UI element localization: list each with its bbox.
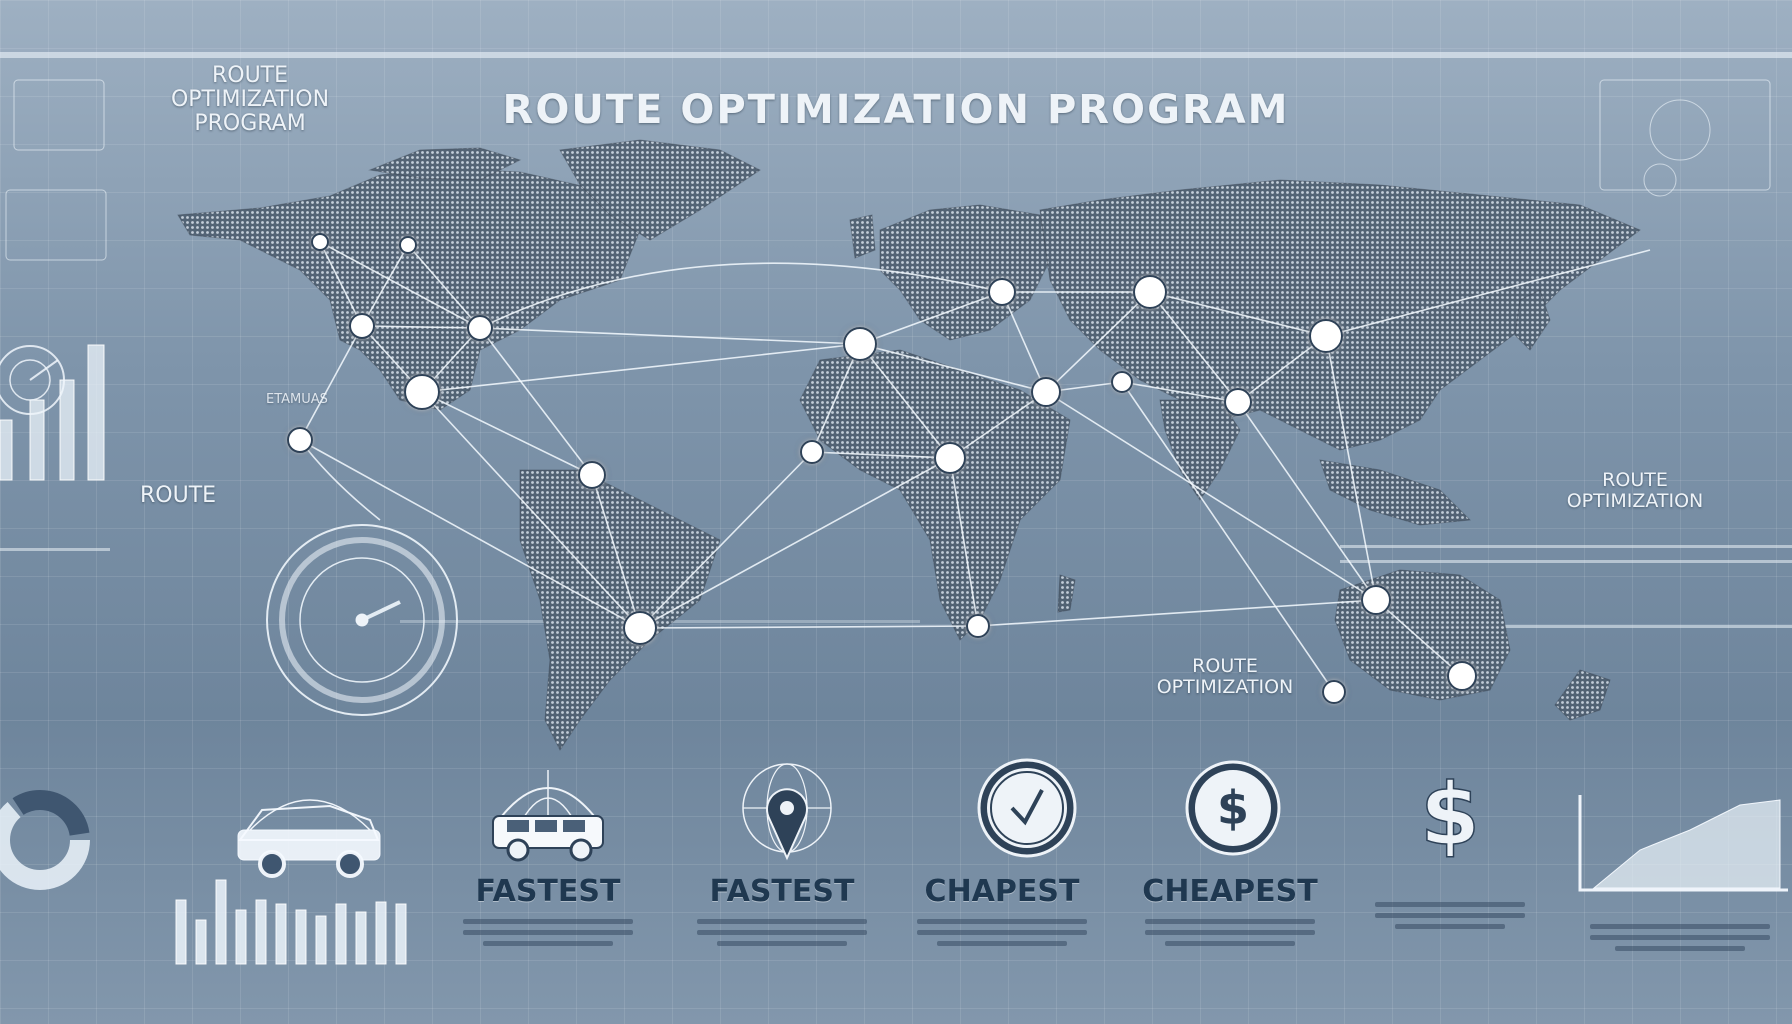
decor-panel	[5, 79, 107, 261]
feature-label: FASTEST	[475, 874, 621, 909]
australia-shape	[1334, 569, 1511, 701]
feature-fastest-vehicle[interactable]: FASTEST	[438, 758, 658, 952]
top-divider	[0, 52, 1792, 58]
decor-stripe	[1340, 625, 1792, 628]
decor-description-lines	[1580, 918, 1780, 957]
svg-text:$: $	[1420, 765, 1480, 865]
india-shape	[1159, 399, 1241, 501]
network-node	[287, 233, 1477, 704]
vehicle-globe-icon	[492, 770, 604, 862]
dollar-sign-icon: $	[1419, 764, 1480, 866]
speed-gauge-icon	[266, 524, 458, 716]
greenland-shape	[559, 139, 761, 241]
feature-label: FASTEST	[709, 874, 855, 909]
feature-description-lines	[672, 919, 892, 946]
clock-check-icon	[977, 758, 1077, 858]
southeast-asia-shape	[1319, 459, 1472, 526]
decor-stripe	[1340, 560, 1792, 563]
uk-shape	[849, 214, 876, 259]
radar-icon	[0, 345, 65, 415]
south-america-shape	[519, 469, 721, 751]
route-lines	[299, 241, 1651, 693]
bottom-bar-chart	[175, 879, 407, 965]
decor-stripe	[0, 548, 110, 551]
feature-label: CHEAPEST	[1142, 874, 1318, 909]
route-nodes	[287, 233, 1477, 704]
japan-shape	[1514, 289, 1551, 351]
feature-description-lines	[1340, 902, 1560, 929]
feature-label: CHAPEST	[924, 874, 1080, 909]
dollar-circle-icon: $	[1185, 760, 1281, 856]
area-chart-icon	[1578, 795, 1788, 892]
feature-cheapest-clock[interactable]: CHAPEST	[892, 758, 1112, 952]
feature-fastest-location[interactable]: FASTEST	[672, 758, 892, 952]
location-pin-icon	[742, 763, 832, 861]
decor-stripe	[1340, 545, 1792, 548]
madagascar-shape	[1057, 574, 1076, 613]
page-title: ROUTE OPTIMIZATION PROGRAM	[502, 86, 1290, 133]
car-icon	[237, 799, 381, 878]
feature-cheapest-dollar[interactable]: $ CHEAPEST	[1120, 758, 1340, 952]
mid-route-label: ROUTE OPTIMIZATION	[1156, 655, 1294, 698]
feature-description-lines	[1120, 919, 1340, 946]
top-left-label: ROUTE OPTIMIZATION PROGRAM	[170, 63, 330, 137]
feature-dollar: $	[1340, 758, 1560, 935]
decor-panel	[1599, 79, 1771, 197]
right-route-label: ROUTE OPTIMIZATION	[1566, 469, 1704, 512]
continents	[177, 139, 1641, 751]
new-zealand-shape	[1554, 669, 1611, 721]
small-label: ETAMUAS	[266, 392, 328, 407]
feature-description-lines	[892, 919, 1112, 946]
asia-shape	[1039, 179, 1641, 451]
route-label: ROUTE	[140, 483, 217, 508]
svg-text:$: $	[1217, 781, 1249, 835]
donut-chart-icon	[0, 790, 90, 890]
africa-shape	[799, 349, 1071, 641]
mini-bar-chart	[0, 344, 105, 481]
feature-description-lines	[438, 919, 658, 946]
arctic-islands-shape	[368, 147, 522, 181]
